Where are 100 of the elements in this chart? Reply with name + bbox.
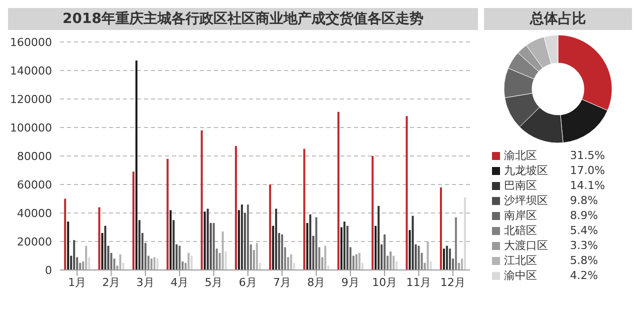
- bar: [406, 116, 408, 270]
- legend-label: 渝中区: [504, 268, 538, 283]
- data-label: 8.9%: [570, 209, 598, 222]
- legend-label: 沙坪坝区: [504, 193, 549, 208]
- bar: [412, 216, 414, 270]
- bar: [88, 257, 90, 270]
- y-tick-label: 0: [45, 264, 52, 277]
- bar: [64, 198, 66, 270]
- bar: [337, 112, 340, 270]
- bar: [85, 246, 88, 270]
- bar: [278, 232, 280, 270]
- bar: [414, 244, 417, 270]
- chart-title: 2018年重庆主城各行政区社区商业地产成交货值各区走势: [8, 8, 478, 30]
- x-tick-label: 10月: [372, 276, 398, 289]
- bar: [79, 262, 82, 270]
- x-tick-label: 11月: [406, 276, 432, 289]
- bar: [200, 130, 203, 270]
- bar: [119, 254, 122, 270]
- bar: [188, 252, 190, 270]
- bar: [104, 226, 106, 270]
- chart-title: 总体占比: [484, 8, 632, 30]
- bar: [349, 247, 352, 270]
- bar: [182, 261, 184, 270]
- x-tick-label: 2月: [102, 276, 120, 289]
- bar: [303, 148, 306, 270]
- y-tick-label: 100000: [10, 121, 52, 134]
- x-tick-label: 3月: [136, 276, 154, 289]
- bar: [352, 256, 354, 270]
- bar: [343, 222, 346, 270]
- bar: [281, 234, 284, 270]
- bar: [132, 172, 134, 270]
- bar: [460, 258, 463, 270]
- legend-label: 大渡口区: [504, 238, 549, 253]
- bar: [204, 212, 206, 270]
- bar: [73, 240, 76, 270]
- x-tick-label: 9月: [341, 276, 360, 289]
- bar: [98, 207, 100, 270]
- y-tick-label: 20000: [17, 235, 52, 248]
- bar: [306, 222, 308, 270]
- bar: [440, 187, 442, 270]
- bar: [418, 246, 420, 270]
- bar: [327, 266, 330, 270]
- data-label: 17.0%: [570, 164, 605, 177]
- bar: [430, 261, 432, 270]
- bar: [76, 257, 78, 270]
- bar: [166, 158, 169, 270]
- bar: [318, 247, 320, 270]
- bar: [206, 208, 209, 270]
- x-tick-label: 7月: [273, 276, 292, 289]
- bar: [258, 262, 261, 270]
- bar: [275, 208, 278, 270]
- x-tick-label: 1月: [68, 276, 86, 289]
- bar: [446, 246, 448, 270]
- bar: [138, 220, 140, 270]
- bar: [380, 244, 383, 270]
- bar: [156, 258, 158, 270]
- bar: [396, 261, 398, 270]
- bar: [67, 222, 70, 270]
- bar: [113, 258, 116, 270]
- legend-label: 江北区: [504, 253, 538, 268]
- bar: [176, 244, 178, 270]
- bar: [153, 257, 156, 270]
- bar: [442, 248, 445, 270]
- bar: [392, 256, 395, 270]
- bar: [244, 213, 246, 270]
- data-label: 4.2%: [570, 269, 598, 282]
- x-tick-label: 6月: [238, 276, 257, 289]
- bar: [448, 248, 451, 270]
- bar: [190, 256, 193, 270]
- legend-label: 巴南区: [504, 178, 538, 193]
- bar: [358, 252, 360, 270]
- bar: [107, 246, 110, 270]
- bar: [224, 251, 227, 270]
- bar: [178, 246, 181, 270]
- bar: [324, 246, 326, 270]
- bar: [210, 222, 212, 270]
- bar: [212, 222, 215, 270]
- x-tick-label: 4月: [170, 276, 189, 289]
- data-label: 9.8%: [570, 194, 598, 207]
- y-tick-label: 120000: [10, 92, 52, 106]
- bar: [269, 184, 272, 270]
- x-tick-label: 8月: [307, 276, 326, 289]
- bar: [135, 60, 138, 270]
- bar: [420, 252, 423, 270]
- data-label: 5.8%: [570, 254, 598, 267]
- legend-label: 北碚区: [504, 223, 538, 238]
- bar: [293, 262, 296, 270]
- y-tick-label: 160000: [10, 36, 52, 49]
- bar: [378, 206, 380, 270]
- legend-label: 渝北区: [504, 148, 538, 163]
- bar: [408, 230, 411, 270]
- bar: [284, 247, 286, 270]
- x-tick-label: 5月: [204, 276, 223, 289]
- y-tick-label: 40000: [17, 206, 52, 220]
- bar: [346, 226, 348, 270]
- data-label: 14.1%: [570, 179, 605, 192]
- bar: [70, 256, 72, 270]
- bar: [309, 214, 312, 270]
- bar: [246, 204, 249, 270]
- bar: [147, 256, 150, 270]
